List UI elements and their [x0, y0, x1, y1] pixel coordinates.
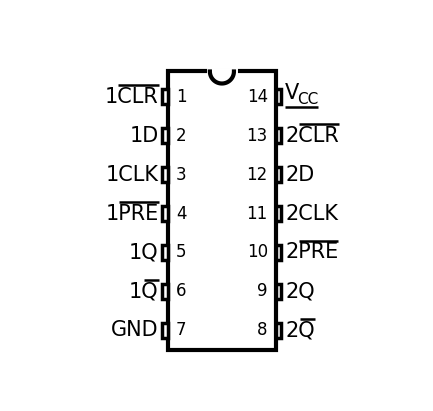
Text: 1PRE: 1PRE — [105, 203, 158, 224]
Bar — [276, 245, 281, 260]
Bar — [162, 128, 168, 143]
Text: 2PRE: 2PRE — [285, 242, 339, 263]
Text: 2CLR: 2CLR — [285, 125, 339, 145]
Text: 2: 2 — [176, 127, 187, 145]
Text: 1CLR: 1CLR — [105, 87, 158, 106]
Text: 10: 10 — [247, 243, 268, 261]
Text: 1D: 1D — [129, 125, 158, 145]
Text: 2D: 2D — [285, 164, 314, 185]
Text: 6: 6 — [176, 282, 187, 300]
Bar — [276, 167, 281, 182]
Polygon shape — [210, 72, 234, 83]
Text: CC: CC — [297, 92, 319, 106]
Bar — [168, 72, 276, 350]
Text: 2Q: 2Q — [285, 282, 315, 302]
Bar — [276, 128, 281, 143]
Text: 5: 5 — [176, 243, 187, 261]
Bar — [276, 206, 281, 221]
Text: 13: 13 — [246, 127, 268, 145]
Text: 3: 3 — [176, 166, 187, 184]
Text: 9: 9 — [257, 282, 268, 300]
Text: 2CLK: 2CLK — [285, 203, 338, 224]
Bar — [162, 89, 168, 104]
Text: 14: 14 — [247, 88, 268, 106]
Text: 4: 4 — [176, 205, 187, 222]
Text: GND: GND — [111, 321, 158, 340]
Text: 7: 7 — [176, 321, 187, 339]
Text: 1Q: 1Q — [129, 282, 158, 302]
Text: 12: 12 — [246, 166, 268, 184]
Text: 8: 8 — [257, 321, 268, 339]
Bar — [162, 284, 168, 299]
Bar — [162, 167, 168, 182]
Text: 1CLK: 1CLK — [106, 164, 158, 185]
Text: 2Q: 2Q — [285, 321, 315, 340]
Text: 1Q: 1Q — [129, 242, 158, 263]
Text: 1: 1 — [176, 88, 187, 106]
Bar — [276, 284, 281, 299]
Bar — [276, 323, 281, 338]
Bar — [162, 206, 168, 221]
Bar — [162, 245, 168, 260]
Bar — [162, 323, 168, 338]
Text: 11: 11 — [246, 205, 268, 222]
Text: V: V — [285, 83, 300, 104]
Bar — [276, 89, 281, 104]
